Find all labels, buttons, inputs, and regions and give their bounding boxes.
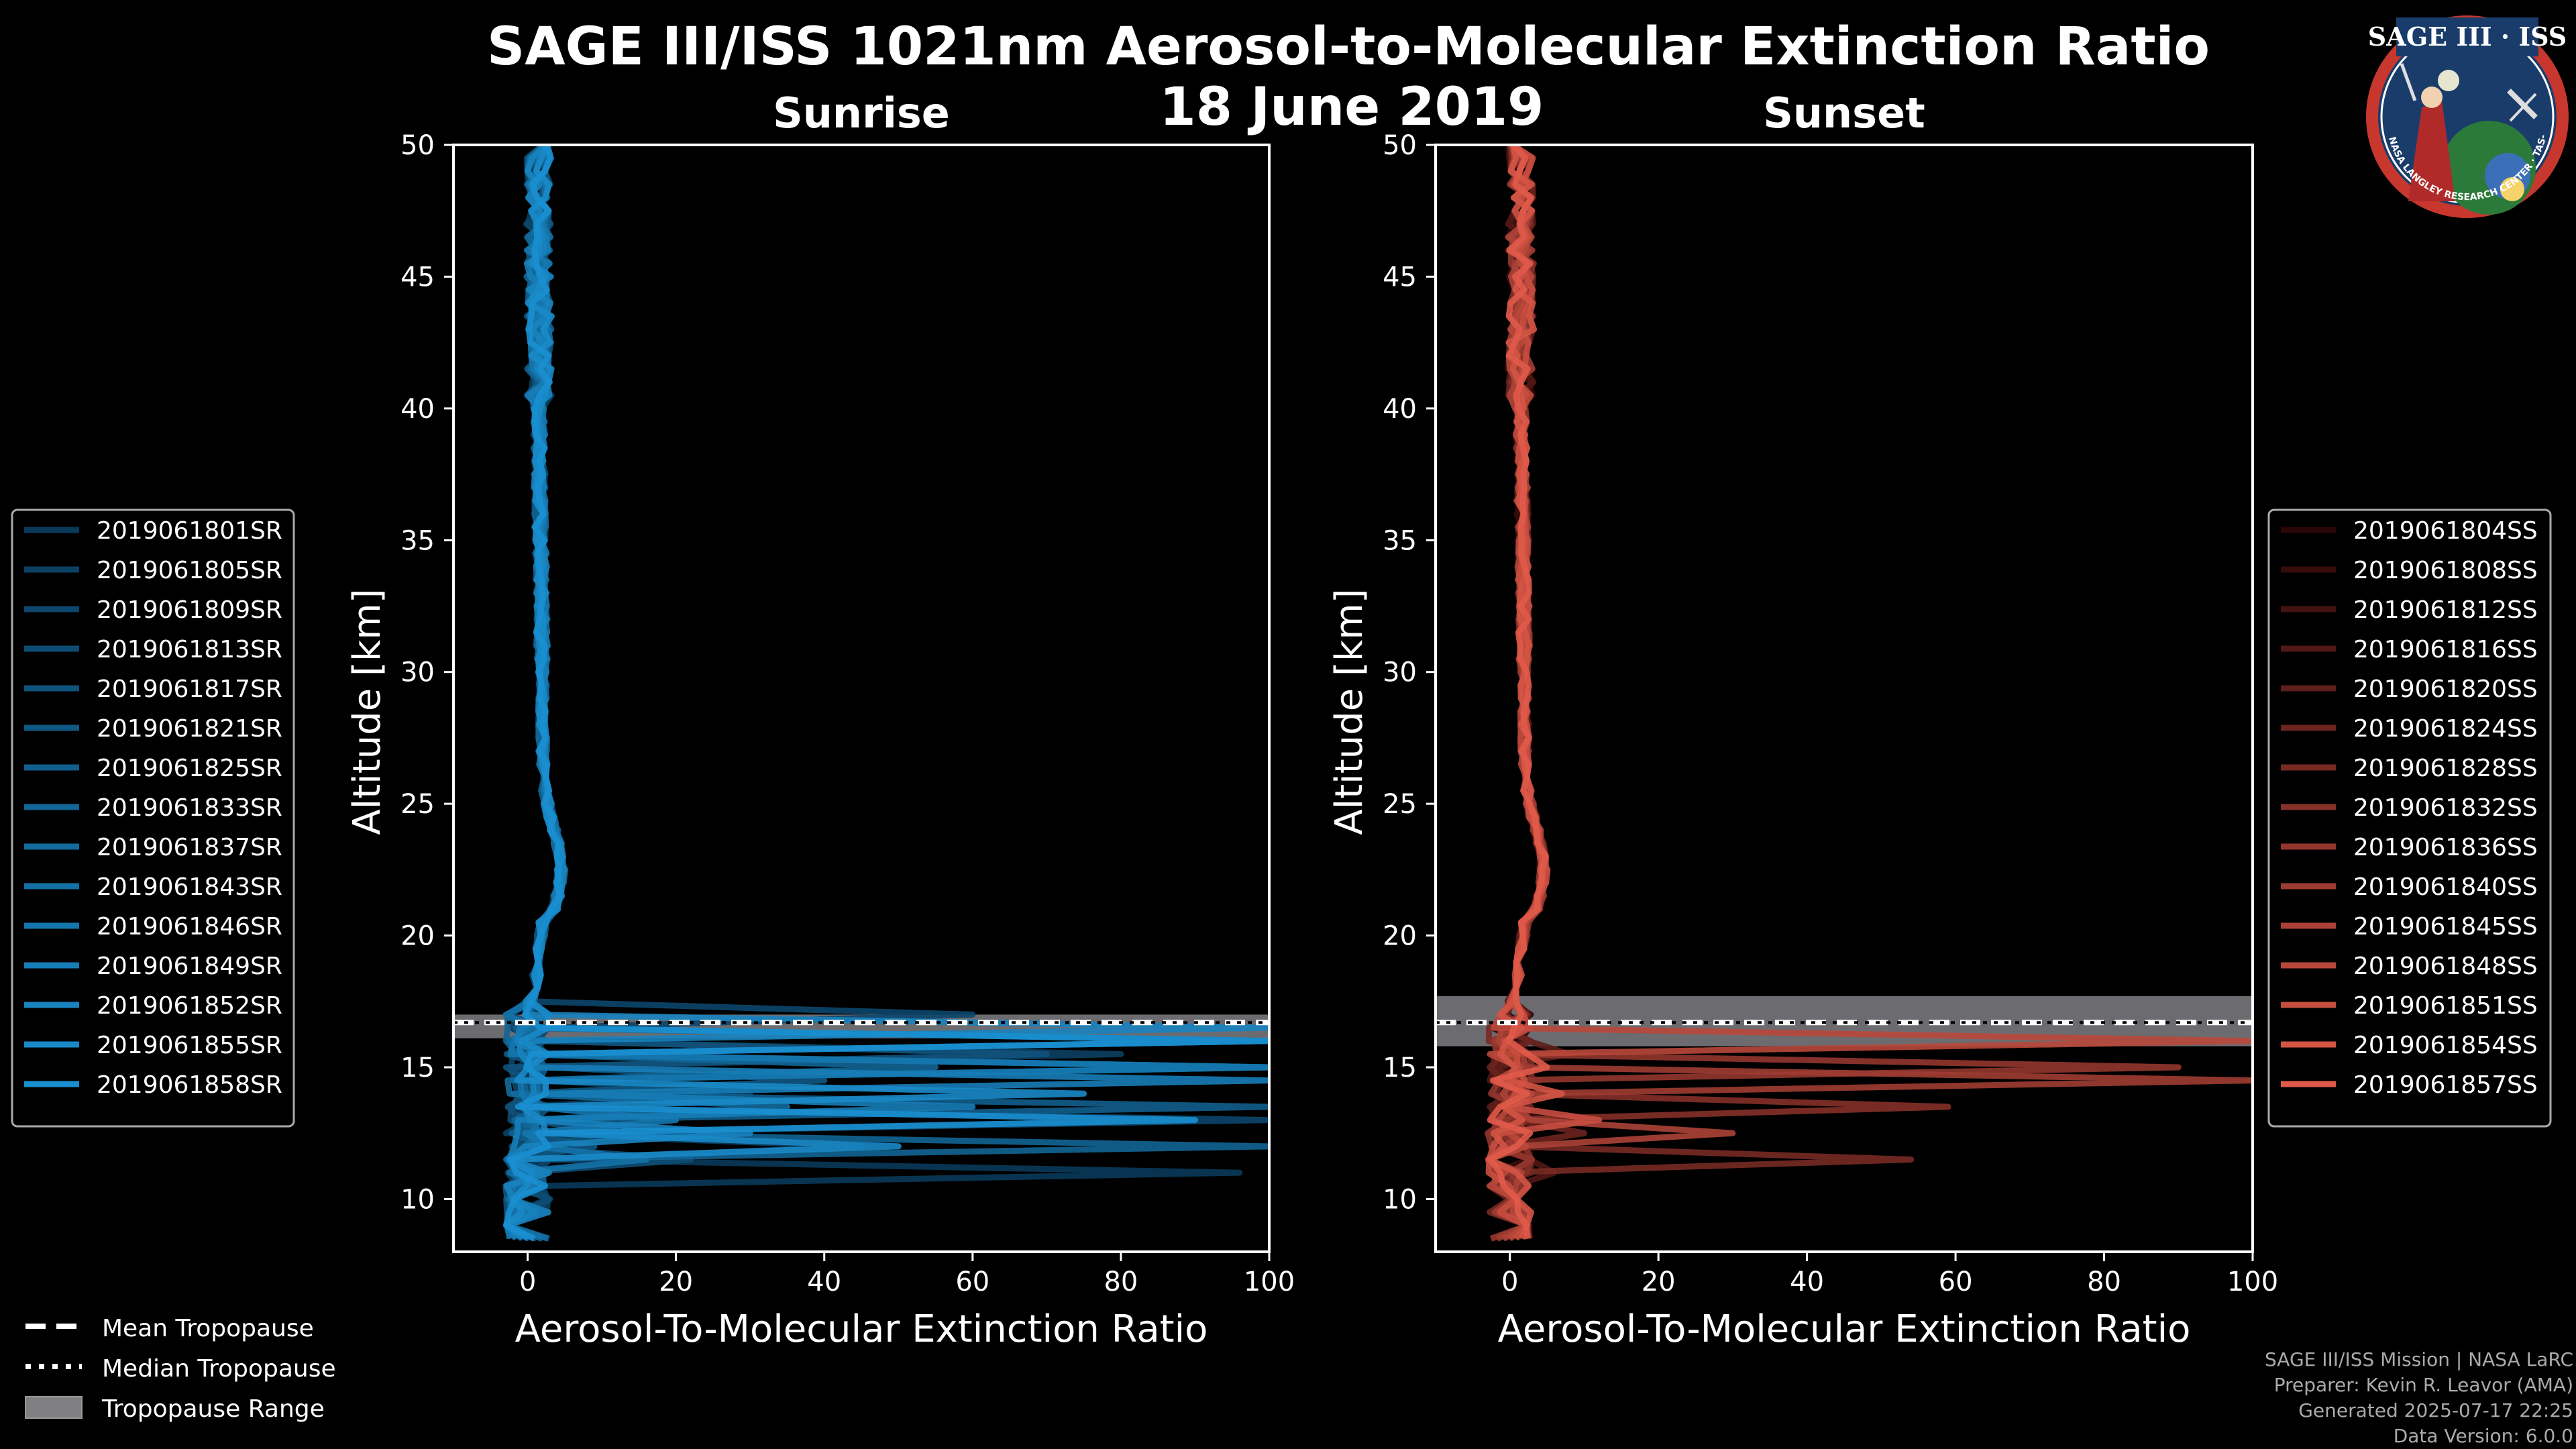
sunrise-x-tick-label: 80 bbox=[1104, 1267, 1138, 1297]
sunrise-y-tick-label: 40 bbox=[400, 394, 435, 425]
sunset-legend-label: 2019061854SS bbox=[2353, 1032, 2538, 1059]
sunrise-legend-label: 2019061821SR bbox=[97, 715, 282, 743]
sunset-y-tick-label: 15 bbox=[1383, 1053, 1417, 1083]
median-tropopause-label: Median Tropopause bbox=[102, 1355, 336, 1383]
sunset-legend-label: 2019061824SS bbox=[2353, 715, 2538, 743]
sunrise-profiles bbox=[502, 145, 1269, 1242]
tropopause-range-swatch bbox=[25, 1396, 83, 1419]
sunrise-y-axis-label: Altitude [km] bbox=[345, 588, 389, 835]
sun-icon bbox=[2500, 177, 2524, 201]
sunrise-legend-frame bbox=[11, 508, 295, 1128]
tropopause-range-label: Tropopause Range bbox=[101, 1395, 325, 1423]
sunset-legend-label: 2019061857SS bbox=[2353, 1071, 2538, 1099]
sunset-legend-label: 2019061820SS bbox=[2353, 676, 2538, 703]
sunset-profile-line bbox=[1487, 145, 1565, 1240]
sunrise-x-tick-label: 60 bbox=[955, 1267, 989, 1297]
footer-preparer: Preparer: Kevin R. Leavor (AMA) bbox=[2274, 1374, 2573, 1396]
sunset-x-tick-label: 0 bbox=[1501, 1267, 1518, 1297]
sunset-legend-label: 2019061828SS bbox=[2353, 755, 2538, 782]
sunset-legend-label: 2019061812SS bbox=[2353, 596, 2538, 624]
sunset-y-axis-label: Altitude [km] bbox=[1328, 588, 1371, 835]
sunrise-legend-label: 2019061855SR bbox=[97, 1032, 282, 1059]
sunset-x-tick-label: 20 bbox=[1642, 1267, 1676, 1297]
sunset-x-tick-label: 40 bbox=[1790, 1267, 1824, 1297]
sunset-x-tick-label: 80 bbox=[2087, 1267, 2121, 1297]
sunset-y-tick-label: 10 bbox=[1383, 1184, 1417, 1215]
sunrise-y-tick-label: 15 bbox=[400, 1053, 435, 1083]
sunset-legend-frame bbox=[2267, 508, 2552, 1128]
sunrise-legend-label: 2019061846SR bbox=[97, 913, 282, 941]
sunrise-y-tick-label: 45 bbox=[400, 262, 435, 292]
sunrise-y-tick-label: 20 bbox=[400, 921, 435, 952]
sunset-y-tick-label: 40 bbox=[1383, 394, 1417, 425]
sunrise-y-tick-label: 10 bbox=[400, 1184, 435, 1215]
footer-data-version: Data Version: 6.0.0 bbox=[2394, 1425, 2573, 1447]
sunset-legend-label: 2019061845SS bbox=[2353, 913, 2538, 941]
sunrise-panel: Sunrise 0 20 40 60 80 100 10 15 20 25 30 35 40 45 50 Aer… bbox=[345, 89, 1295, 1351]
mean-tropopause-label: Mean Tropopause bbox=[102, 1315, 314, 1342]
sunrise-legend-label: 2019061809SR bbox=[97, 596, 282, 624]
sunrise-legend-label: 2019061849SR bbox=[97, 953, 282, 980]
astronomer-figure-icon bbox=[2408, 101, 2455, 201]
sunset-legend-label: 2019061836SS bbox=[2353, 834, 2538, 861]
sunrise-legend-label: 2019061858SR bbox=[97, 1071, 282, 1099]
sunrise-subtitle: Sunrise bbox=[773, 89, 950, 138]
sunrise-x-tick-label: 0 bbox=[519, 1267, 536, 1297]
sunrise-profile-line bbox=[503, 145, 1269, 1242]
sunrise-legend-label: 2019061813SR bbox=[97, 636, 282, 663]
sunset-series-legend: 2019061804SS 2019061808SS 2019061812SS 2019… bbox=[2267, 508, 2552, 1128]
sunset-panel: Sunset 0 20 40 60 80 100 10 15 20 25 30 35 40 45 50 Aero… bbox=[1328, 89, 2278, 1351]
sunset-profiles bbox=[1485, 145, 2253, 1242]
chart-title: SAGE III/ISS 1021nm Aerosol-to-Molecular… bbox=[487, 17, 2210, 77]
sunset-profile-line bbox=[1487, 145, 1550, 1239]
sunrise-y-tick-label: 35 bbox=[400, 525, 435, 556]
sunset-y-tick-label: 30 bbox=[1383, 657, 1417, 688]
sunrise-y-tick-label: 50 bbox=[400, 130, 435, 161]
sunrise-x-tick-label: 100 bbox=[1244, 1267, 1295, 1297]
sunrise-x-tick-label: 40 bbox=[807, 1267, 841, 1297]
sunset-y-tick-label: 25 bbox=[1383, 789, 1417, 820]
sunset-y-tick-label: 20 bbox=[1383, 921, 1417, 952]
footer-generated: Generated 2025-07-17 22:25 bbox=[2298, 1399, 2573, 1421]
sunrise-plot-frame bbox=[452, 144, 1271, 1253]
sunrise-x-tick-label: 20 bbox=[659, 1267, 693, 1297]
sunrise-y-tick-label: 25 bbox=[400, 789, 435, 820]
sunset-legend-label: 2019061808SS bbox=[2353, 557, 2538, 584]
sunset-x-axis-label: Aerosol-To-Molecular Extinction Ratio bbox=[1498, 1307, 2191, 1351]
sunset-y-tick-label: 35 bbox=[1383, 525, 1417, 556]
moon-icon bbox=[2438, 70, 2459, 91]
sunset-y-tick-label: 45 bbox=[1383, 262, 1417, 292]
chart-date: 18 June 2019 bbox=[1160, 77, 1544, 138]
sunrise-y-tick-label: 30 bbox=[400, 657, 435, 688]
tropopause-legend: Mean Tropopause Median Tropopause Tropop… bbox=[25, 1315, 336, 1423]
sunrise-series-legend: 2019061801SR 2019061805SR 2019061809SR 2019… bbox=[11, 508, 295, 1128]
sunrise-legend-label: 2019061825SR bbox=[97, 755, 282, 782]
sunset-legend-label: 2019061804SS bbox=[2353, 517, 2538, 545]
sunrise-legend-label: 2019061837SR bbox=[97, 834, 282, 861]
iss-icon bbox=[2507, 89, 2538, 119]
footer-mission: SAGE III/ISS Mission | NASA LaRC bbox=[2265, 1348, 2573, 1371]
sunrise-legend-label: 2019061817SR bbox=[97, 676, 282, 703]
sunrise-x-axis-label: Aerosol-To-Molecular Extinction Ratio bbox=[515, 1307, 1208, 1351]
sunrise-legend-label: 2019061805SR bbox=[97, 557, 282, 584]
sunset-legend-label: 2019061840SS bbox=[2353, 873, 2538, 901]
sunset-subtitle: Sunset bbox=[1763, 89, 1925, 138]
sunrise-legend-label: 2019061801SR bbox=[97, 517, 282, 545]
sunset-x-tick-label: 60 bbox=[1939, 1267, 1973, 1297]
sunset-legend-label: 2019061832SS bbox=[2353, 794, 2538, 822]
sunset-y-tick-label: 50 bbox=[1383, 130, 1417, 161]
sunrise-legend-label: 2019061833SR bbox=[97, 794, 282, 822]
badge-label: SAGE III · ISS bbox=[2368, 21, 2567, 52]
sunset-x-tick-label: 100 bbox=[2227, 1267, 2278, 1297]
sunrise-legend-label: 2019061843SR bbox=[97, 873, 282, 901]
sunset-legend-label: 2019061816SS bbox=[2353, 636, 2538, 663]
sunrise-legend-label: 2019061852SR bbox=[97, 992, 282, 1020]
sunset-plot-frame bbox=[1434, 144, 2254, 1253]
sunset-legend-label: 2019061851SS bbox=[2353, 992, 2538, 1020]
sunset-legend-label: 2019061848SS bbox=[2353, 953, 2538, 980]
